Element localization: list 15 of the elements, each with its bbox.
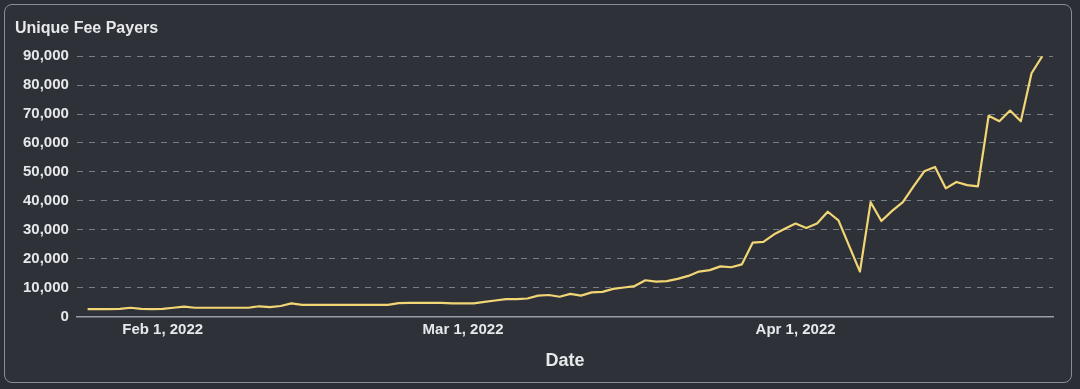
y-tick-label: 60,000	[22, 133, 69, 151]
y-tick-label: 20,000	[22, 248, 69, 266]
y-tick-label: 80,000	[22, 75, 69, 93]
x-tick-label: Apr 1, 2022	[755, 319, 836, 337]
y-tick-label: 0	[60, 306, 69, 324]
y-tick-label: 90,000	[22, 46, 69, 64]
x-axis-title: Date	[545, 350, 585, 371]
x-tick-label: Mar 1, 2022	[422, 319, 504, 337]
y-tick-label: 40,000	[22, 190, 69, 208]
x-tick-label: Feb 1, 2022	[122, 319, 204, 337]
y-tick-label: 50,000	[22, 161, 69, 179]
y-tick-label: 10,000	[22, 277, 69, 295]
chart-title: Unique Fee Payers	[15, 19, 159, 37]
y-tick-label: 30,000	[22, 219, 69, 237]
y-tick-label: 70,000	[22, 104, 69, 122]
